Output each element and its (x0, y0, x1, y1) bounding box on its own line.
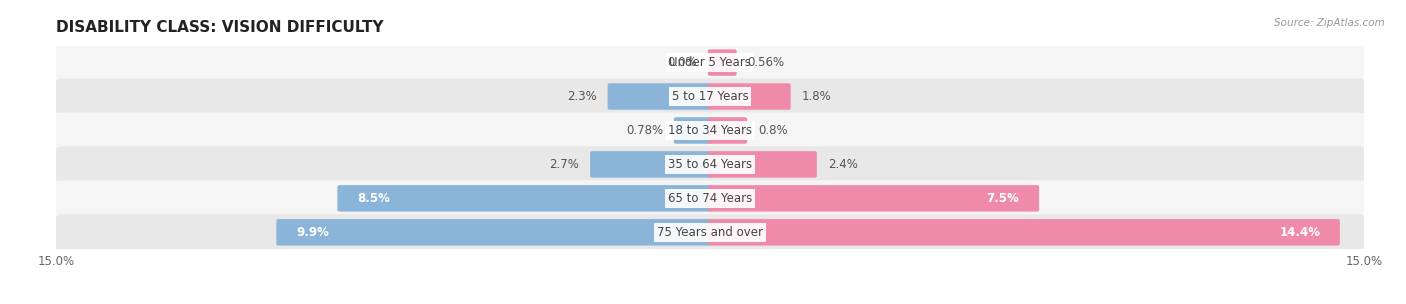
Text: DISABILITY CLASS: VISION DIFFICULTY: DISABILITY CLASS: VISION DIFFICULTY (56, 20, 384, 35)
Text: 5 to 17 Years: 5 to 17 Years (672, 90, 748, 103)
FancyBboxPatch shape (707, 49, 737, 76)
Text: 0.78%: 0.78% (626, 124, 664, 137)
Text: 2.7%: 2.7% (550, 158, 579, 171)
Text: 0.0%: 0.0% (668, 56, 697, 69)
FancyBboxPatch shape (707, 219, 1340, 246)
FancyBboxPatch shape (55, 147, 1365, 182)
FancyBboxPatch shape (55, 45, 1365, 81)
Text: 1.8%: 1.8% (801, 90, 831, 103)
FancyBboxPatch shape (591, 151, 713, 178)
FancyBboxPatch shape (707, 151, 817, 178)
Text: 0.56%: 0.56% (748, 56, 785, 69)
Text: 2.3%: 2.3% (567, 90, 596, 103)
Text: 18 to 34 Years: 18 to 34 Years (668, 124, 752, 137)
Text: 2.4%: 2.4% (828, 158, 858, 171)
Text: 65 to 74 Years: 65 to 74 Years (668, 192, 752, 205)
Text: 7.5%: 7.5% (987, 192, 1019, 205)
FancyBboxPatch shape (673, 117, 713, 144)
Text: 35 to 64 Years: 35 to 64 Years (668, 158, 752, 171)
FancyBboxPatch shape (55, 180, 1365, 216)
FancyBboxPatch shape (55, 214, 1365, 250)
Text: Under 5 Years: Under 5 Years (669, 56, 751, 69)
FancyBboxPatch shape (55, 78, 1365, 115)
Text: 9.9%: 9.9% (295, 226, 329, 239)
FancyBboxPatch shape (277, 219, 713, 246)
Text: 14.4%: 14.4% (1279, 226, 1320, 239)
FancyBboxPatch shape (707, 83, 790, 110)
Text: Source: ZipAtlas.com: Source: ZipAtlas.com (1274, 18, 1385, 28)
FancyBboxPatch shape (707, 185, 1039, 212)
Text: 8.5%: 8.5% (357, 192, 389, 205)
Text: 0.8%: 0.8% (758, 124, 787, 137)
FancyBboxPatch shape (707, 117, 747, 144)
Text: 75 Years and over: 75 Years and over (657, 226, 763, 239)
FancyBboxPatch shape (55, 112, 1365, 148)
FancyBboxPatch shape (607, 83, 713, 110)
FancyBboxPatch shape (337, 185, 713, 212)
